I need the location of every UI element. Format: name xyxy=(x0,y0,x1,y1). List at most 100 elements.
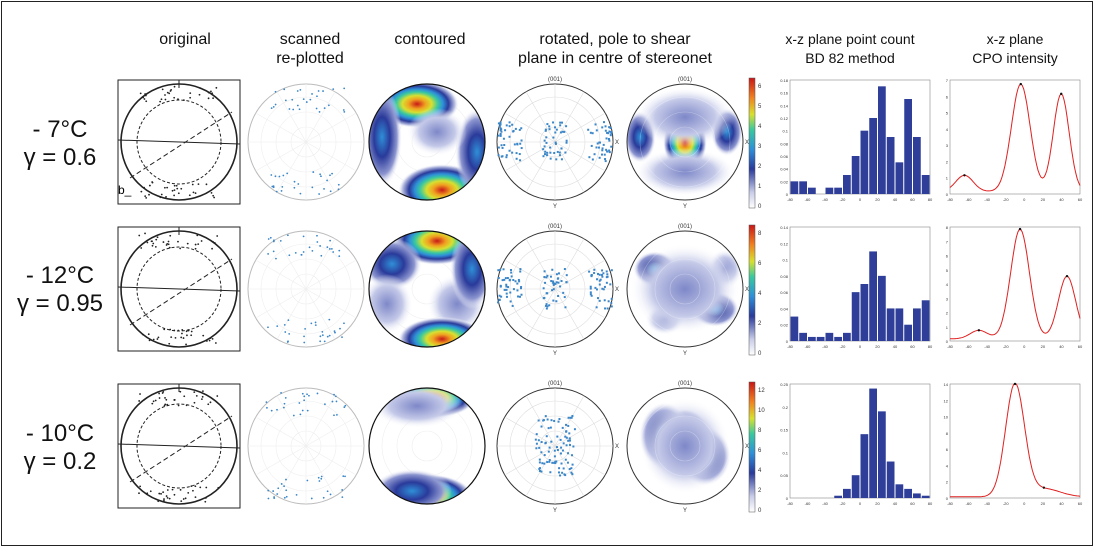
histogram-bar xyxy=(921,300,930,341)
rotated-point xyxy=(555,273,558,276)
scanned-point xyxy=(319,173,322,176)
rotated-point xyxy=(602,121,605,124)
rotated-point xyxy=(538,461,541,464)
rotated-point xyxy=(519,268,522,271)
scanned-point xyxy=(331,172,333,175)
histogram-ytick: 0.2 xyxy=(782,405,788,410)
scanned-point xyxy=(335,400,338,403)
scanned-point xyxy=(341,489,344,491)
histogram-xtick: -60 xyxy=(805,501,812,506)
scanned-point xyxy=(301,409,304,412)
rotated-point xyxy=(559,474,562,477)
scanned-point xyxy=(308,246,311,249)
rotated-point xyxy=(517,278,520,281)
rotated-point xyxy=(564,435,567,438)
scanned-point xyxy=(299,192,302,195)
cpo-xtick: -40 xyxy=(984,344,991,349)
histogram-2: 0.140.120.10.080.060.040.020-80 -60 -40 -20… xyxy=(780,225,933,349)
scanned-point xyxy=(285,489,288,492)
scanned-point xyxy=(330,247,333,250)
rotated-point xyxy=(600,153,603,156)
sketch-point xyxy=(163,404,166,407)
rotated-point xyxy=(551,461,554,464)
rotated-point xyxy=(568,437,571,440)
scanned-point xyxy=(272,106,275,108)
contour-blob xyxy=(635,87,735,147)
rotated-point xyxy=(550,280,553,283)
rotated-point xyxy=(499,268,502,271)
cpo-ytick: 2 xyxy=(946,480,949,485)
histogram-bar xyxy=(921,175,930,194)
sketch-point xyxy=(182,498,185,500)
rotated-contour-stereonet-1 xyxy=(627,84,743,200)
rotated-point xyxy=(563,130,566,133)
rotated-point xyxy=(557,281,560,284)
rotated-point xyxy=(508,121,511,124)
rotated-point xyxy=(590,144,593,147)
rotated-point xyxy=(515,152,518,155)
scanned-point xyxy=(281,185,284,188)
cpo-ytick: 6 xyxy=(946,447,949,452)
histogram-bar xyxy=(808,336,816,341)
rotated-point xyxy=(546,151,549,154)
rotated-point xyxy=(564,458,567,461)
scanned-point xyxy=(272,490,275,492)
rotated-point xyxy=(543,145,546,148)
histogram-bar xyxy=(799,332,807,341)
sketch-point xyxy=(177,240,179,243)
rotated-point xyxy=(537,419,540,422)
rotated-point xyxy=(560,462,563,465)
rotated-point xyxy=(607,132,610,135)
net-label-bottom: Y xyxy=(553,204,557,210)
scanned-point xyxy=(267,252,270,255)
scanned-point xyxy=(285,495,288,498)
rotated-point xyxy=(603,153,606,156)
rotated-point xyxy=(554,460,557,463)
sketch-point xyxy=(143,186,146,189)
sketch-point xyxy=(166,489,169,491)
contour-blob xyxy=(450,231,485,309)
rotated-point xyxy=(604,160,607,163)
rotated-point xyxy=(608,149,611,152)
rotated-point xyxy=(596,297,599,300)
scanned-point xyxy=(312,171,315,173)
sketch-point xyxy=(154,245,157,248)
rotated-point xyxy=(590,273,593,276)
sketch-point xyxy=(204,497,207,499)
rotated-point xyxy=(519,142,522,145)
histogram-bar xyxy=(808,187,816,194)
histogram-bar xyxy=(904,324,912,341)
sketch-point xyxy=(213,196,216,199)
scanned-point xyxy=(286,234,289,237)
sketch-point xyxy=(148,184,151,187)
scanned-point xyxy=(343,322,345,325)
rotated-point xyxy=(511,123,514,126)
scanned-point xyxy=(343,87,346,90)
scanned-point xyxy=(334,395,337,398)
contour-blob xyxy=(635,148,735,196)
histogram-bar xyxy=(913,137,921,194)
rotated-point xyxy=(552,288,555,291)
cpo-ytick: 8 xyxy=(946,225,949,230)
histogram-ytick: 0.14 xyxy=(780,103,789,108)
sketch-point xyxy=(211,338,214,340)
rotated-point xyxy=(604,129,607,132)
scanned-point xyxy=(308,394,310,397)
scanned-point xyxy=(303,399,306,402)
rotated-point xyxy=(601,269,604,272)
sketch-point xyxy=(166,403,169,406)
cpo-peak-marker xyxy=(977,329,981,332)
rotated-point xyxy=(505,154,508,157)
cpo-xtick: -20 xyxy=(1003,197,1010,202)
histogram-ytick: 0 xyxy=(786,496,789,501)
rotated-point xyxy=(565,125,568,128)
rotated-point xyxy=(519,287,522,290)
sketch-point xyxy=(158,392,161,395)
net-label-right: X xyxy=(745,287,749,293)
scanned-point xyxy=(283,485,285,488)
sketch-point xyxy=(173,189,176,192)
rotated-point xyxy=(598,156,601,159)
cpo-ytick: 4 xyxy=(946,127,949,132)
rotated-point xyxy=(607,137,610,140)
